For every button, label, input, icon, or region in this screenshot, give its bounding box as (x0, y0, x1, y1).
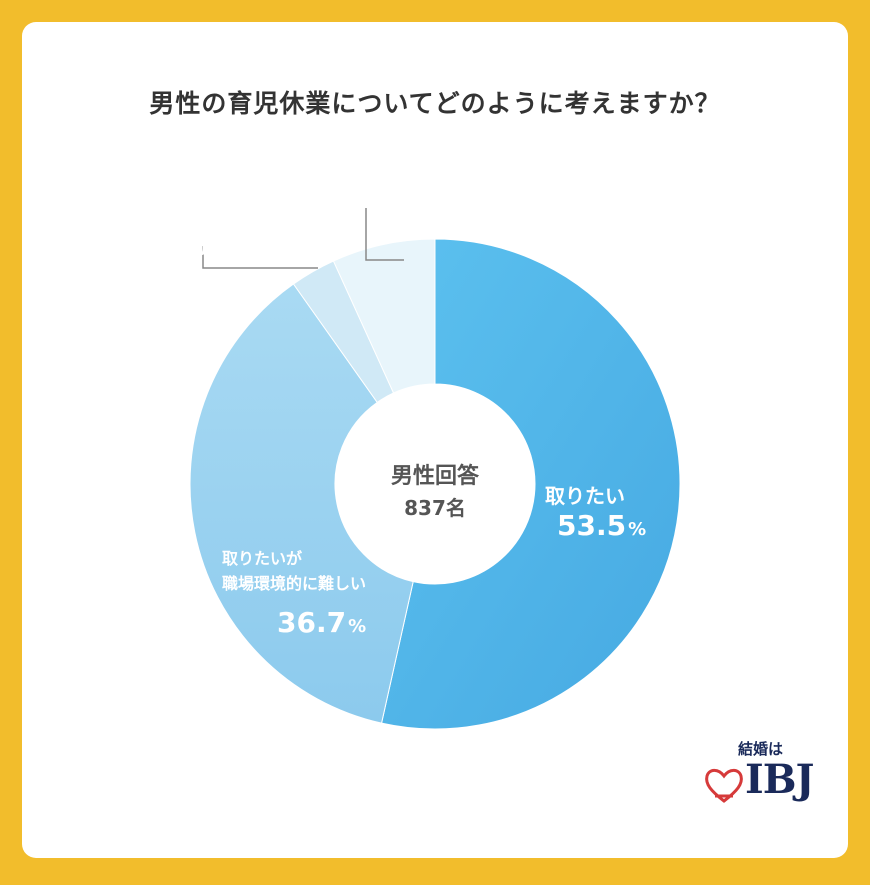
data-label-career-value: 3.0% (172, 236, 226, 260)
data-label-want-value: 53.5% (557, 509, 647, 542)
data-label-unneeded-title: 特に必要ない (329, 159, 426, 178)
slice-difficult (189, 283, 414, 724)
center-label: 男性回答 (390, 464, 479, 489)
data-label-unneeded-value: 6.8% (338, 180, 392, 204)
data-label-difficult-value: 36.7% (277, 606, 367, 639)
data-label-want-title: 取りたい (545, 484, 625, 508)
slice-want (380, 238, 681, 730)
data-label-career-line1: キャリアを優先させたい (133, 190, 310, 209)
data-label-difficult-line2: 職場環境的に難しい (222, 574, 367, 593)
logo-brand: IBJ (745, 756, 814, 803)
logo-tagline: 結婚は (738, 740, 784, 758)
heart-icon (705, 768, 743, 803)
slice-unneeded (332, 238, 436, 394)
leader-line-unneeded (365, 208, 404, 261)
data-label-difficult-line1: 取りたいが (222, 549, 303, 568)
chart-title: 男性の育児休業についてどのように考えますか？ (149, 89, 721, 118)
leader-line-career (202, 246, 318, 269)
center-count: 837名 (404, 496, 466, 520)
data-label-career-line2: から取りたくない (133, 215, 262, 234)
